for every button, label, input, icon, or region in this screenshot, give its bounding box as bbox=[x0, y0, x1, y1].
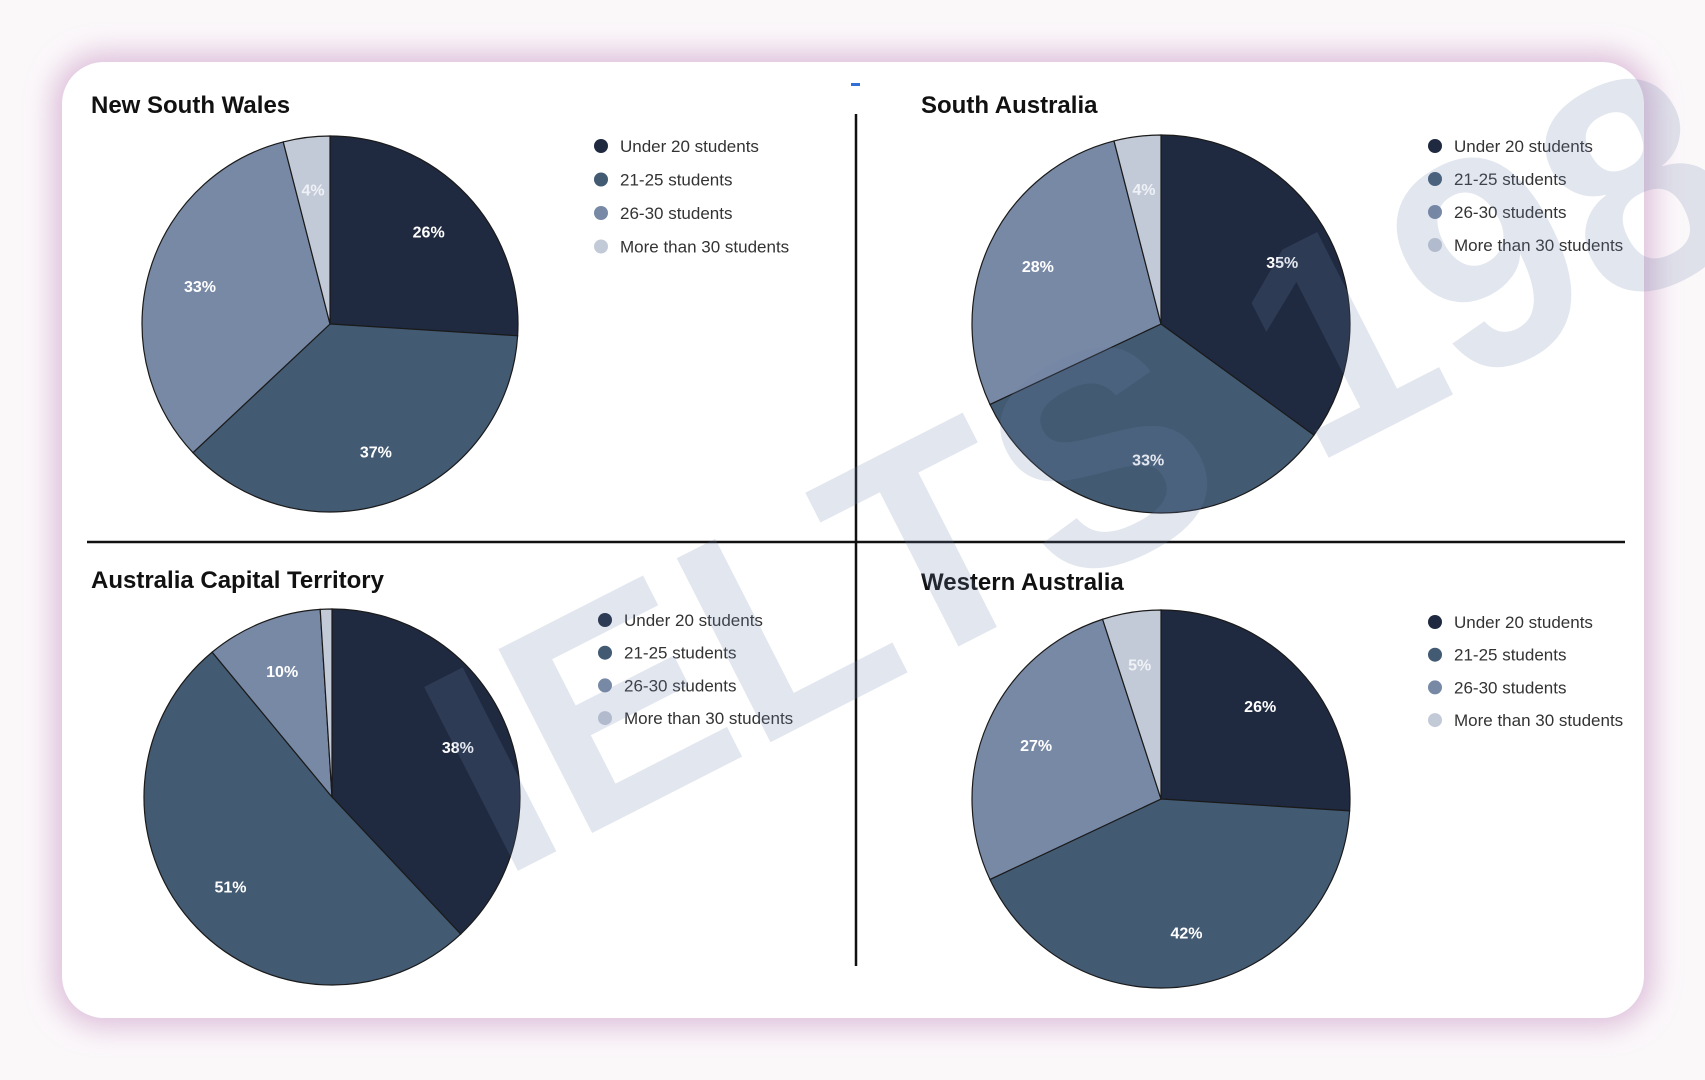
slice-label: 4% bbox=[1132, 182, 1155, 199]
legend-label: 26-30 students bbox=[620, 204, 732, 223]
legend-marker bbox=[1428, 238, 1442, 252]
slice-label: 37% bbox=[360, 444, 392, 461]
legend-label: Under 20 students bbox=[1454, 613, 1593, 632]
pie-slice bbox=[989, 323, 1315, 514]
pie-chart-0: New South Wales 26% 37% 33% 4% Under 20 stude… bbox=[91, 92, 789, 513]
legend-marker bbox=[598, 678, 612, 693]
legend-label: Under 20 students bbox=[620, 137, 759, 156]
legend-label: More than 30 students bbox=[1454, 711, 1623, 730]
pie-slice bbox=[141, 141, 331, 454]
legend-label: 21-25 students bbox=[1454, 646, 1566, 665]
pie-chart-3: Western Australia 26% 42% 27% 5% Under 20 stu… bbox=[921, 569, 1623, 989]
legend-marker bbox=[1428, 680, 1442, 695]
legend-marker bbox=[1428, 172, 1442, 186]
slice-label: 4% bbox=[301, 183, 324, 200]
legend-label: 21-25 students bbox=[624, 644, 736, 663]
legend-marker bbox=[594, 206, 608, 220]
legend-label: 21-25 students bbox=[620, 171, 732, 190]
slice-label: 33% bbox=[184, 279, 216, 296]
legend-marker bbox=[594, 239, 608, 254]
top-marker bbox=[851, 83, 860, 86]
legend-marker bbox=[598, 711, 612, 726]
pie-slice bbox=[971, 618, 1162, 881]
legend-label: 26-30 students bbox=[624, 676, 736, 695]
pie-slice bbox=[989, 798, 1351, 989]
slice-label: 38% bbox=[442, 740, 474, 757]
pie-slice bbox=[971, 140, 1162, 406]
chart-title: South Australia bbox=[921, 92, 1098, 119]
legend-marker bbox=[1428, 713, 1442, 728]
legend-marker bbox=[594, 172, 608, 187]
chart-title: Australia Capital Territory bbox=[91, 567, 385, 594]
legend-label: Under 20 students bbox=[624, 611, 763, 630]
chart-title: New South Wales bbox=[91, 92, 290, 119]
slice-label: 35% bbox=[1266, 255, 1298, 272]
pie-chart-1: South Australia 35% 33% 28% 4% Under 20 stude… bbox=[921, 92, 1623, 514]
slice-label: 26% bbox=[413, 224, 445, 241]
pie-slice bbox=[1113, 134, 1162, 325]
slice-label: 10% bbox=[266, 664, 298, 681]
slice-label: 42% bbox=[1170, 926, 1202, 943]
legend-marker bbox=[598, 645, 612, 660]
slice-label: 28% bbox=[1022, 259, 1054, 276]
pie-slice bbox=[331, 608, 521, 935]
legend-label: 21-25 students bbox=[1454, 170, 1566, 189]
legend-label: More than 30 students bbox=[624, 709, 793, 728]
pie-slice bbox=[329, 135, 519, 337]
legend-label: 26-30 students bbox=[1454, 678, 1566, 697]
chart-title: Western Australia bbox=[921, 569, 1124, 596]
legend-label: 26-30 students bbox=[1454, 203, 1566, 222]
slice-label: 51% bbox=[214, 880, 246, 897]
pie-slice bbox=[192, 323, 519, 513]
slice-label: 26% bbox=[1244, 699, 1276, 716]
legend-marker bbox=[1428, 205, 1442, 219]
legend-marker bbox=[1428, 139, 1442, 153]
legend-label: More than 30 students bbox=[620, 238, 789, 257]
legend-marker bbox=[598, 613, 612, 627]
pie-slice bbox=[282, 135, 331, 325]
pie-slice bbox=[319, 608, 333, 798]
pie-chart-2: Australia Capital Territory 38% 51% 10% Unde… bbox=[91, 567, 793, 986]
pie-slice bbox=[1160, 134, 1351, 436]
legend-marker bbox=[594, 139, 608, 153]
slice-label: 5% bbox=[1128, 658, 1151, 675]
slice-label: 33% bbox=[1132, 452, 1164, 469]
pie-slice bbox=[1160, 609, 1351, 812]
pie-slice bbox=[1101, 609, 1162, 800]
legend-marker bbox=[1428, 615, 1442, 629]
legend-label: Under 20 students bbox=[1454, 137, 1593, 156]
legend-label: More than 30 students bbox=[1454, 236, 1623, 255]
legend-marker bbox=[1428, 647, 1442, 662]
pie-slice bbox=[143, 651, 462, 986]
pie-slice bbox=[211, 608, 333, 799]
slice-label: 27% bbox=[1020, 738, 1052, 755]
